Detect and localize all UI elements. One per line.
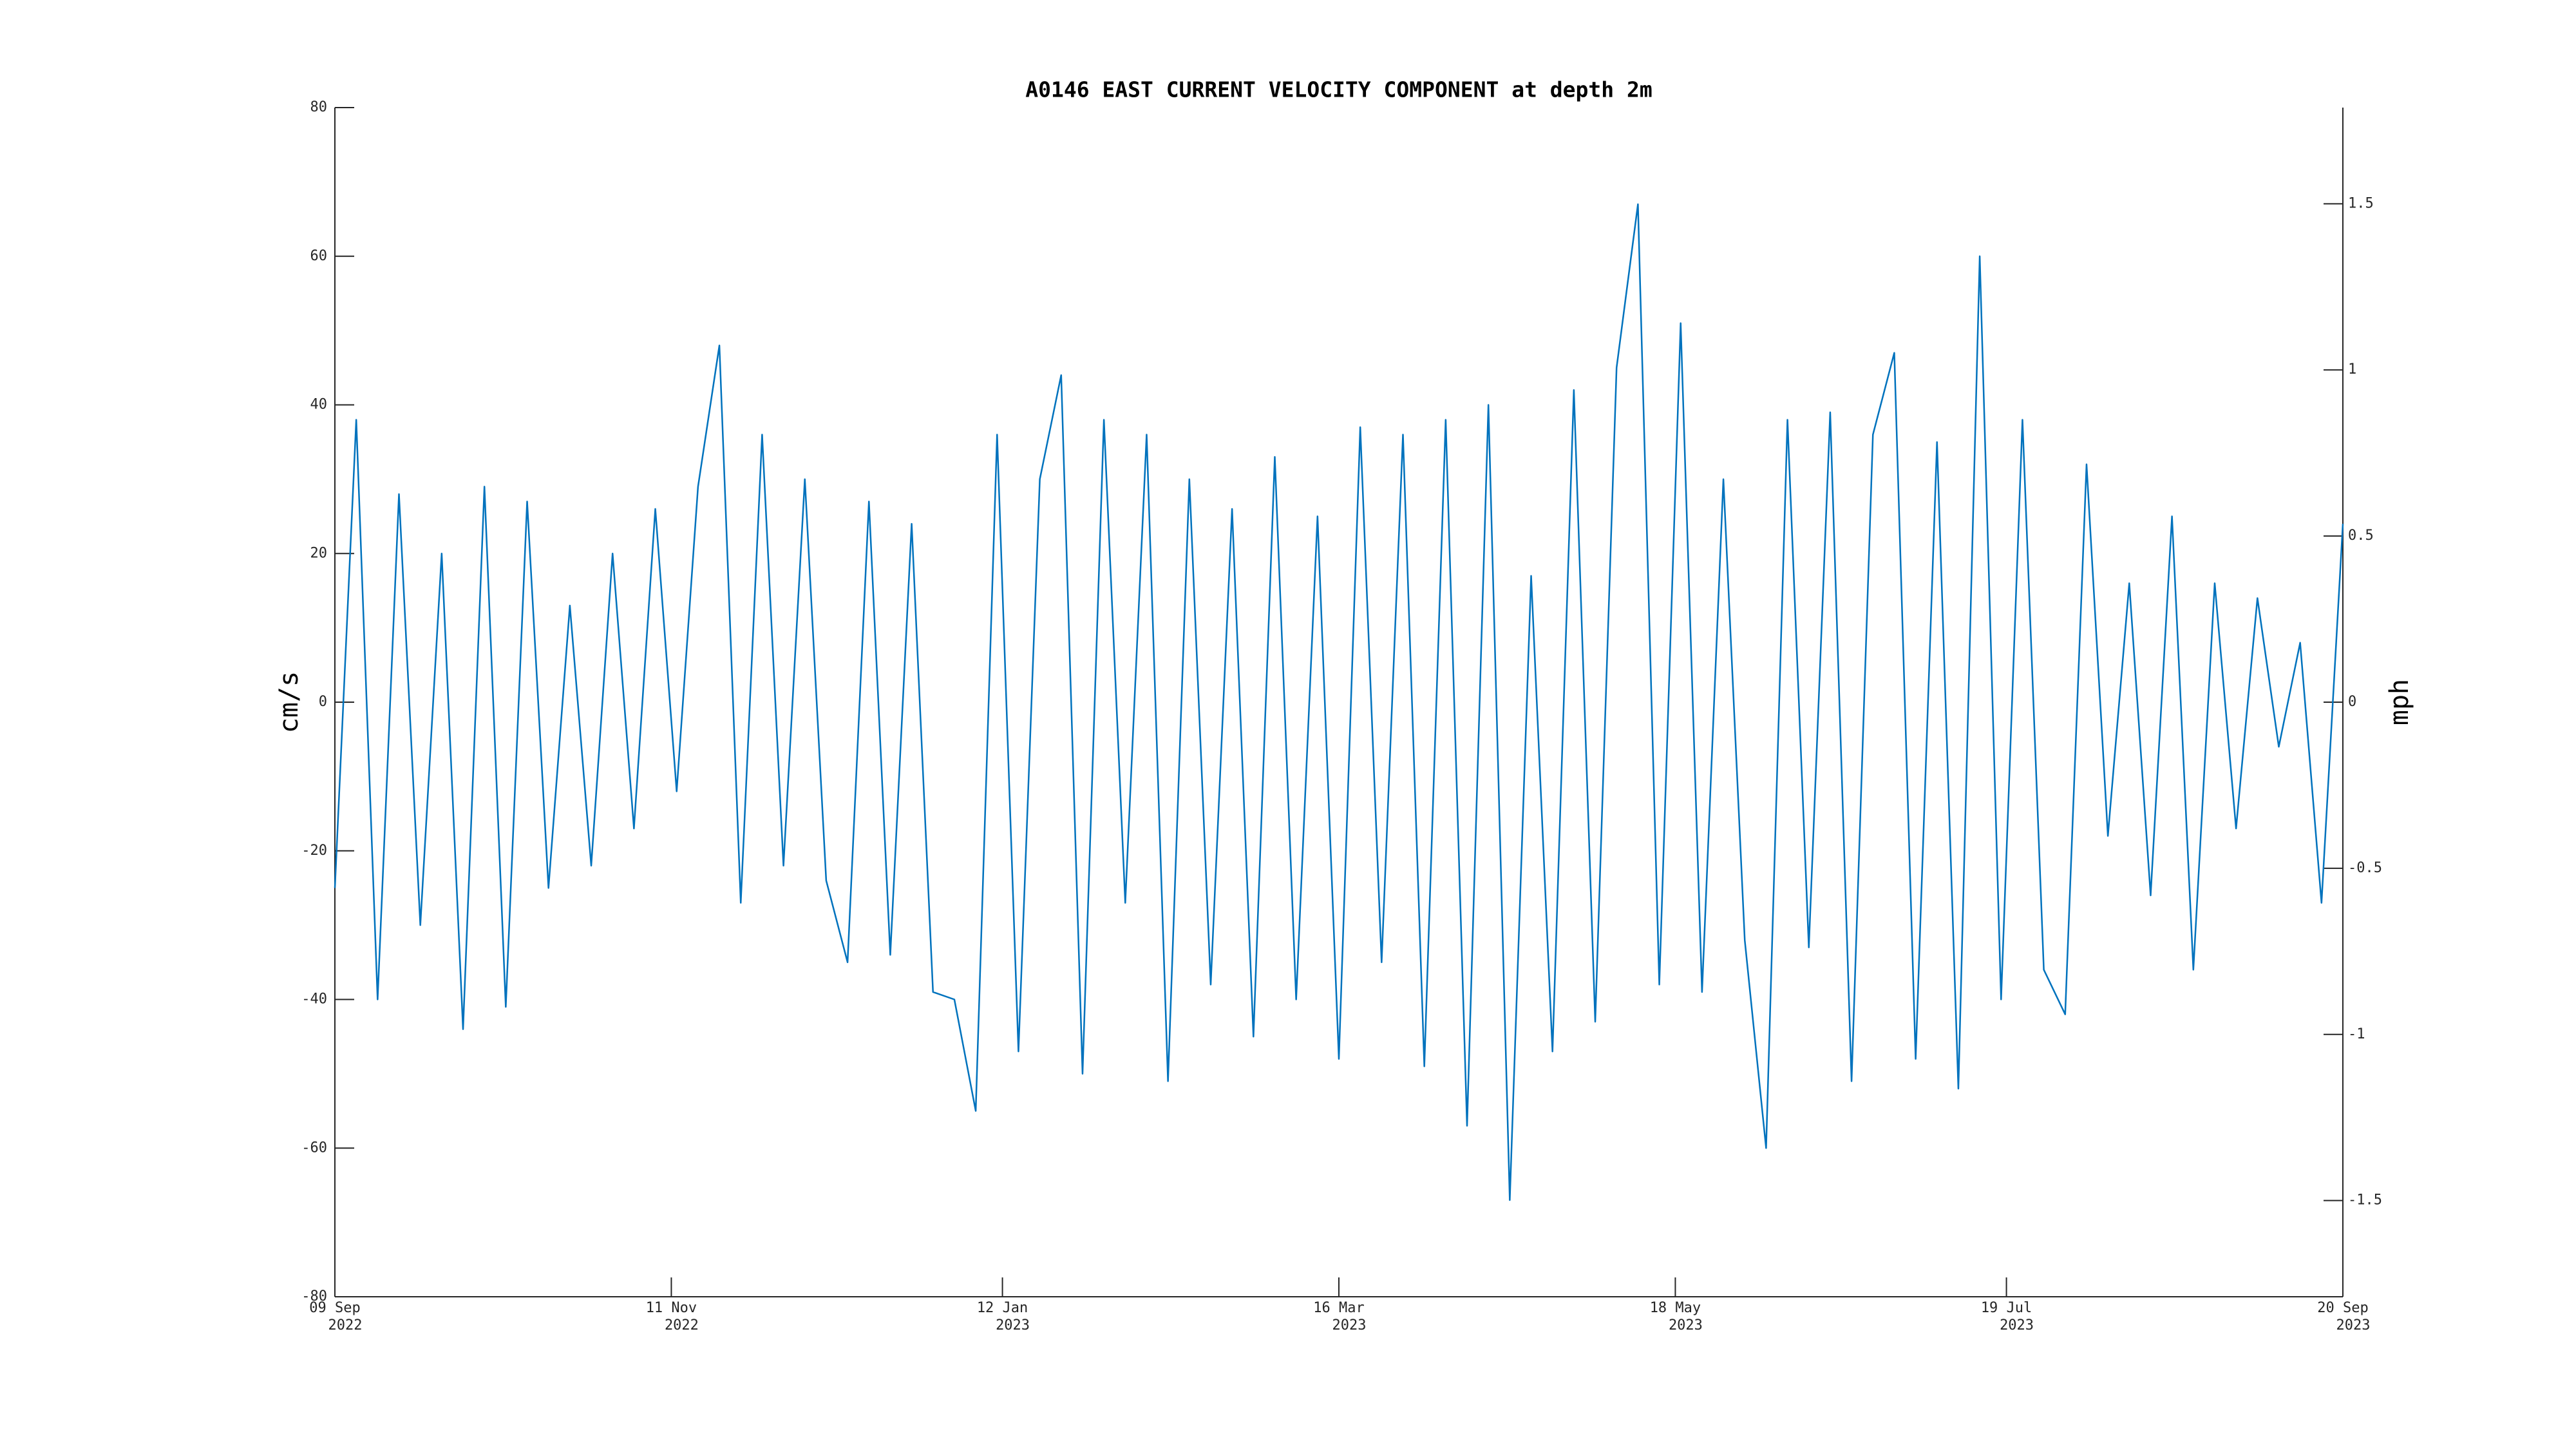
data-line [334,203,2344,1201]
y-tick-label: 40 [310,397,328,413]
y2-tick-label: 1 [2348,361,2356,377]
x-tick-label: 09 Sep [309,1300,360,1316]
x-tick-label: 11 Nov [646,1300,697,1316]
y2-tick-label: -1.5 [2348,1192,2382,1208]
x-tick-label: 2022 [328,1317,363,1333]
y-tick-label: -60 [301,1140,327,1156]
x-tick-label: 16 Mar [1313,1300,1364,1316]
x-tick-label: 2023 [1332,1317,1367,1333]
y-tick-label: -80 [301,1288,327,1304]
y-tick-label: -40 [301,991,327,1008]
x-tick-label: 19 Jul [1981,1300,2032,1316]
x-tick-label: 2023 [2336,1317,2371,1333]
y2-tick-label: -0.5 [2348,860,2382,876]
y-tick-label: 20 [310,545,328,561]
x-tick-label: 12 Jan [977,1300,1028,1316]
y2-tick-label: 0 [2348,694,2356,710]
x-tick-label: 2023 [2000,1317,2034,1333]
x-tick-label: 2023 [1669,1317,1703,1333]
y2-axis-label: mph [2385,679,2414,725]
y-tick-label: -20 [301,843,327,859]
chart-title: A0146 EAST CURRENT VELOCITY COMPONENT at… [1025,77,1653,102]
y2-tick-label: 1.5 [2348,195,2374,211]
y2-tick-label: 0.5 [2348,528,2374,544]
x-tick-label: 20 Sep [2317,1300,2368,1316]
y-tick-label: 80 [310,99,328,115]
x-tick-label: 2023 [996,1317,1030,1333]
y2-tick-label: -1 [2348,1026,2365,1042]
y-axis-label: cm/s [274,671,304,733]
x-tick-label: 2022 [665,1317,699,1333]
y-tick-label: 60 [310,248,328,264]
x-tick-label: 18 May [1650,1300,1701,1316]
y-tick-label: 0 [319,694,327,710]
